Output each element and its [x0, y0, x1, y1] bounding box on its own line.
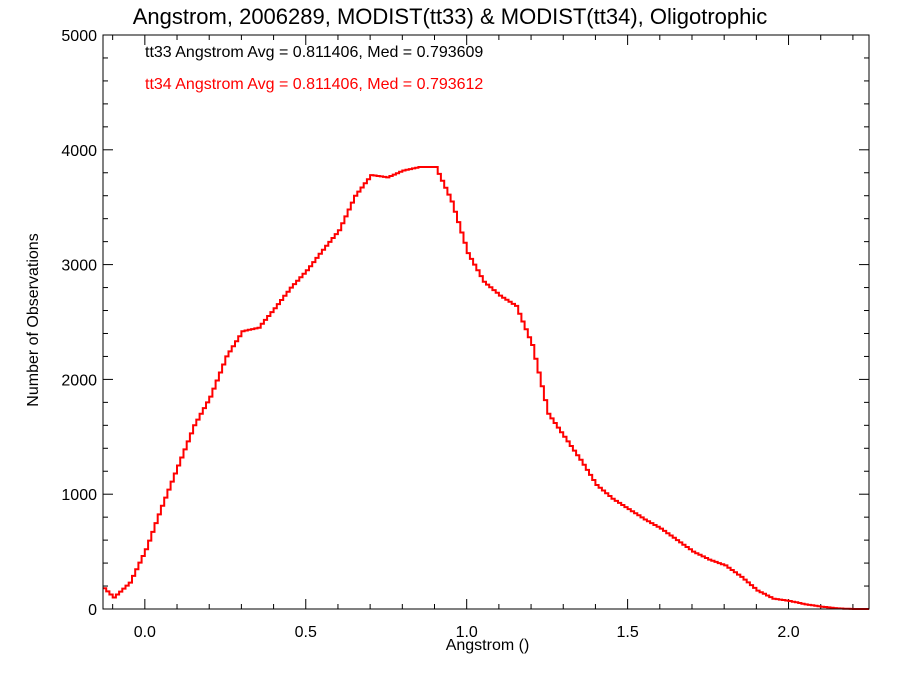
x-tick-label: 1.5 — [616, 624, 638, 641]
x-tick-label: 2.0 — [777, 624, 799, 641]
x-tick-label: 0.5 — [295, 624, 317, 641]
x-tick-label: 1.0 — [456, 624, 478, 641]
chart-title: Angstrom, 2006289, MODIST(tt33) & MODIST… — [132, 4, 768, 29]
y-tick-label: 1000 — [61, 487, 97, 504]
axis-ticks: 0.0 0.5 1.0 1.5 2.0 0 1000 2000 3000 4000 5000 — [61, 28, 869, 641]
histogram-series-line — [103, 166, 869, 610]
tt33-stats-annotation: tt33 Angstrom Avg = 0.811406, Med = 0.79… — [145, 44, 484, 61]
tt34-stats-annotation: tt34 Angstrom Avg = 0.811406, Med = 0.79… — [145, 76, 484, 93]
x-tick-label: 0.0 — [134, 624, 156, 641]
y-tick-label: 4000 — [61, 143, 97, 160]
y-tick-label: 2000 — [61, 372, 97, 389]
plot-frame — [102, 34, 870, 610]
y-tick-label: 5000 — [61, 28, 97, 45]
y-tick-label: 3000 — [61, 258, 97, 275]
x-axis-label: Angstrom () — [445, 637, 530, 654]
y-tick-label: 0 — [88, 602, 97, 619]
